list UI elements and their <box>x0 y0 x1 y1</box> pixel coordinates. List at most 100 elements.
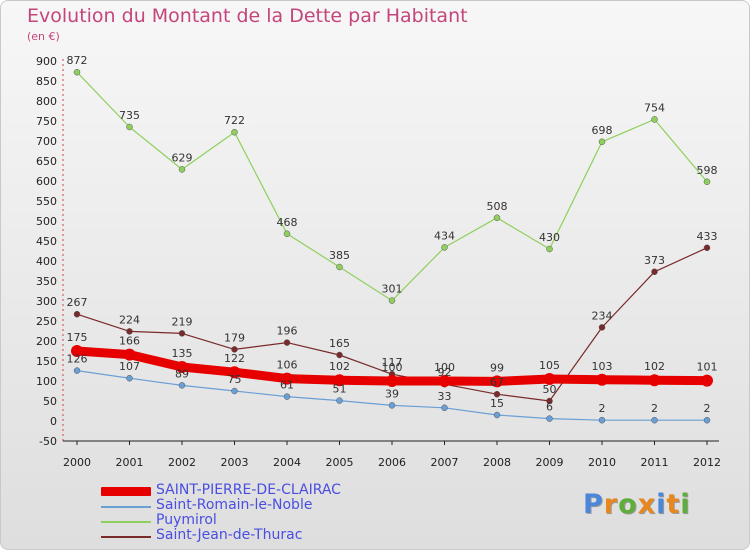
data-label: 722 <box>224 114 245 127</box>
data-label: 89 <box>175 367 189 380</box>
y-tick-label: 800 <box>36 95 57 108</box>
data-point <box>701 374 713 387</box>
series-layer <box>71 68 713 424</box>
legend-swatch <box>101 536 151 538</box>
data-label: 126 <box>67 353 88 366</box>
data-point <box>648 374 661 387</box>
y-tick-label: 450 <box>36 235 57 248</box>
x-tick-label: 2010 <box>588 456 616 469</box>
y-tick-label: 550 <box>36 195 57 208</box>
logo-letter: t <box>666 489 681 520</box>
y-tick-label: 150 <box>36 355 57 368</box>
data-point <box>73 68 81 76</box>
legend-label: Puymirol <box>156 512 217 528</box>
data-label: 508 <box>487 200 508 213</box>
data-point <box>123 348 136 361</box>
data-point <box>651 416 658 424</box>
data-label: 39 <box>385 387 399 400</box>
data-point <box>176 361 188 373</box>
data-point <box>388 402 396 409</box>
data-label: 430 <box>539 231 560 244</box>
data-point <box>388 297 396 304</box>
y-tick-label: 900 <box>36 55 57 68</box>
data-label: 598 <box>697 164 718 177</box>
y-tick-label: 200 <box>36 335 57 348</box>
data-point <box>546 397 553 405</box>
logo-letter: P <box>583 489 604 520</box>
data-label: 698 <box>592 124 613 137</box>
data-point <box>283 393 291 400</box>
data-label: 385 <box>329 249 350 262</box>
data-point <box>283 230 291 238</box>
data-point <box>333 374 346 387</box>
x-tick-label: 2000 <box>63 456 91 469</box>
x-tick-label: 2005 <box>326 456 354 469</box>
logo-letter: o <box>618 489 638 520</box>
data-point <box>651 268 658 276</box>
data-label: 267 <box>67 296 88 309</box>
data-label: 165 <box>329 337 350 350</box>
data-label: 468 <box>277 216 298 229</box>
y-tick-label: 600 <box>36 175 57 188</box>
logo-letter: i <box>656 489 667 520</box>
data-label: 6 <box>546 401 553 414</box>
y-tick-label: 250 <box>36 315 57 328</box>
data-point <box>598 138 606 146</box>
legend-swatch <box>101 487 151 496</box>
data-point <box>283 339 291 346</box>
data-point <box>228 366 241 379</box>
x-tick-label: 2011 <box>641 456 669 469</box>
data-label: 103 <box>592 360 613 373</box>
logo-letter: r <box>603 489 619 520</box>
chart-title: Evolution du Montant de la Dette par Hab… <box>27 5 468 27</box>
data-label: 100 <box>382 361 403 374</box>
data-label: 101 <box>697 361 718 374</box>
data-point <box>493 214 501 222</box>
data-point <box>126 374 133 382</box>
data-label: 224 <box>119 313 140 326</box>
data-label: 175 <box>67 331 88 344</box>
logo-letter: i <box>680 489 691 520</box>
data-point <box>178 330 186 337</box>
data-label: 50 <box>543 383 557 396</box>
data-point <box>386 375 398 387</box>
data-point <box>543 373 556 385</box>
data-label: 105 <box>539 359 560 372</box>
data-point <box>438 375 451 387</box>
data-label: 100 <box>434 361 455 374</box>
data-label: 219 <box>172 315 193 328</box>
data-label: 754 <box>644 101 665 114</box>
data-label: 33 <box>438 390 452 403</box>
data-label: 196 <box>277 325 298 338</box>
data-point <box>231 387 238 395</box>
data-label: 122 <box>224 352 245 365</box>
data-point <box>441 404 448 412</box>
legend-swatch <box>101 506 151 508</box>
data-point <box>703 244 711 252</box>
data-point <box>73 367 81 374</box>
legend-label: Saint-Romain-le-Noble <box>156 497 313 513</box>
legend-label: Saint-Jean-de-Thurac <box>156 527 303 543</box>
data-label: 102 <box>329 360 350 373</box>
data-label: 872 <box>67 54 88 67</box>
legend-label: SAINT-PIERRE-DE-CLAIRAC <box>156 482 341 498</box>
y-tick-label: 500 <box>36 215 57 228</box>
data-point <box>178 382 186 389</box>
data-label: 735 <box>119 109 140 122</box>
legend-swatch <box>101 521 151 523</box>
data-label: 107 <box>119 360 140 373</box>
data-label: 373 <box>644 254 665 267</box>
y-tick-label: 650 <box>36 155 57 168</box>
data-label: 629 <box>172 151 193 164</box>
data-label: 117 <box>382 356 403 369</box>
y-tick-label: 350 <box>36 275 57 288</box>
series-line <box>76 71 708 302</box>
data-point <box>493 390 501 398</box>
data-point <box>491 375 503 388</box>
y-tick-label: 700 <box>36 135 57 148</box>
data-label: 75 <box>228 373 242 386</box>
x-tick-label: 2007 <box>431 456 459 469</box>
data-point <box>73 310 81 318</box>
data-label: 2 <box>651 402 658 415</box>
data-point <box>596 373 608 386</box>
